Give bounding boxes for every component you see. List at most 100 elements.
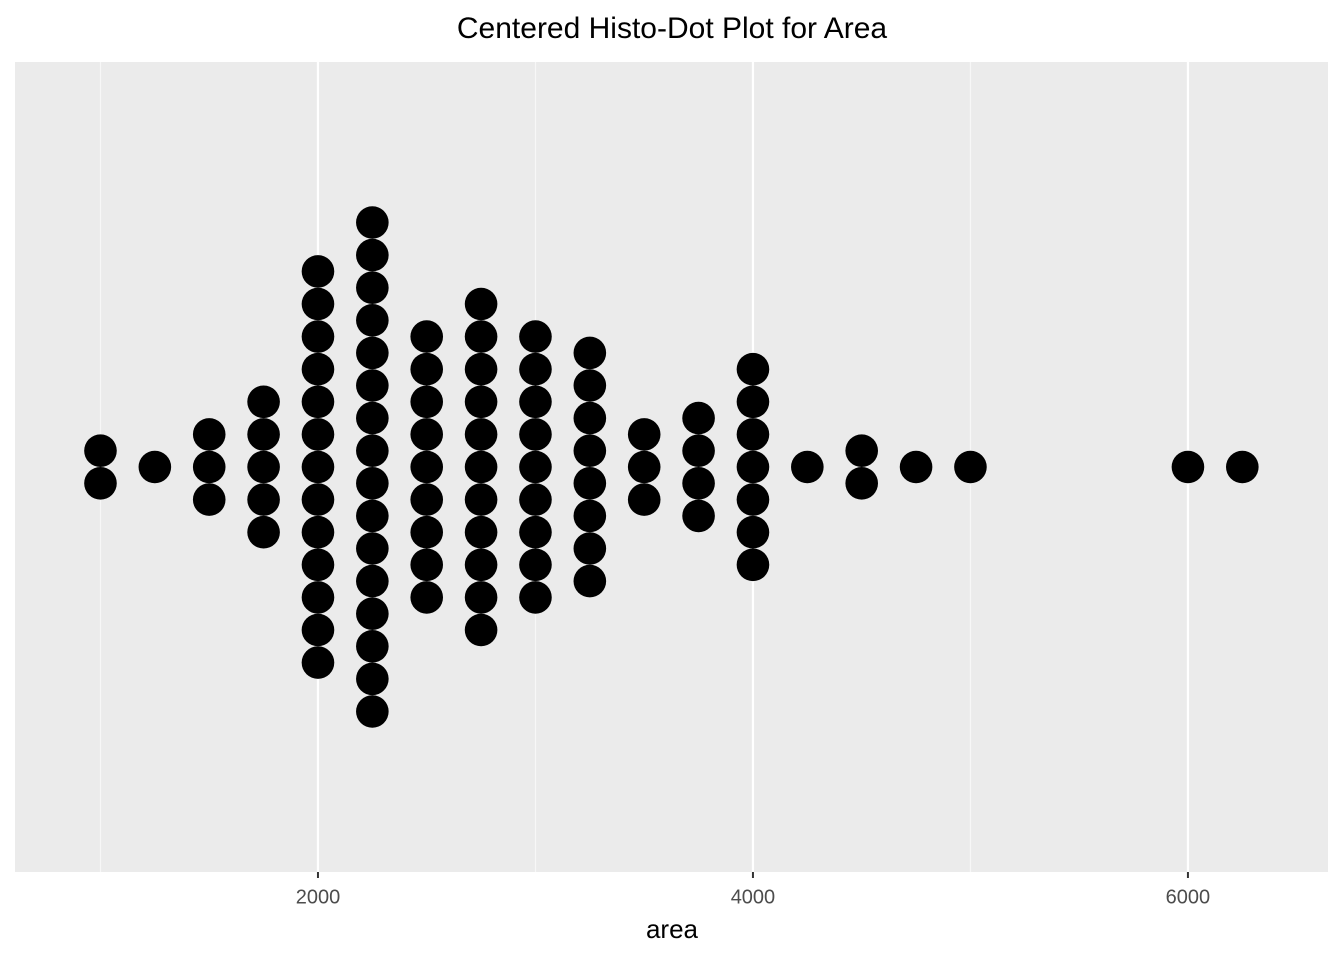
dot: [356, 532, 389, 565]
dot: [573, 434, 607, 468]
dot: [573, 401, 607, 435]
dot: [845, 467, 878, 500]
dot: [519, 385, 552, 419]
x-tick-label: 4000: [731, 886, 776, 908]
dot: [301, 418, 335, 451]
dot: [682, 401, 715, 435]
dot: [736, 385, 770, 419]
dot: [410, 320, 444, 353]
dot: [192, 418, 226, 451]
dot: [736, 418, 770, 451]
dot: [464, 483, 498, 516]
dot: [519, 418, 552, 451]
dot: [301, 450, 335, 484]
dot: [356, 597, 389, 630]
dot: [845, 434, 878, 468]
dot: [573, 564, 607, 598]
dot: [410, 515, 444, 549]
dot: [464, 450, 498, 484]
dot: [410, 483, 444, 516]
x-tick-label: 2000: [296, 886, 341, 908]
chart-title: Centered Histo-Dot Plot for Area: [457, 12, 888, 45]
dot: [627, 450, 661, 484]
dot: [573, 467, 607, 500]
x-axis-label: area: [646, 914, 699, 944]
dot: [356, 238, 389, 272]
dot: [356, 499, 389, 533]
dot: [356, 695, 389, 728]
x-tick-label: 6000: [1166, 886, 1211, 908]
dot: [573, 499, 607, 533]
dot: [192, 450, 226, 484]
dot: [519, 515, 552, 549]
dot: [356, 206, 389, 239]
dot: [247, 450, 280, 484]
dot: [356, 336, 389, 370]
dot: [84, 467, 117, 500]
dot: [736, 450, 770, 484]
dot: [356, 662, 389, 696]
dot: [682, 467, 715, 500]
dot: [627, 483, 661, 516]
dot: [301, 548, 335, 582]
dot: [356, 401, 389, 435]
dot: [356, 630, 389, 663]
dot: [519, 352, 552, 386]
dot: [410, 352, 444, 386]
dot: [410, 548, 444, 582]
dot: [682, 434, 715, 468]
dot: [627, 418, 661, 451]
dot: [682, 499, 715, 533]
dot: [464, 320, 498, 353]
panel: [15, 62, 1328, 872]
dot: [954, 450, 987, 484]
dot: [138, 450, 172, 484]
dot: [410, 450, 444, 484]
dot: [519, 581, 552, 614]
dot: [192, 483, 226, 516]
dot: [410, 418, 444, 451]
dot: [301, 255, 335, 288]
dot: [247, 483, 280, 516]
dot: [573, 369, 607, 402]
dot: [464, 418, 498, 451]
dot: [573, 532, 607, 565]
dot: [519, 548, 552, 582]
dot: [464, 548, 498, 582]
dot: [301, 352, 335, 386]
dot: [301, 320, 335, 353]
dot: [519, 450, 552, 484]
dot: [410, 385, 444, 419]
dot: [301, 483, 335, 516]
dot: [464, 581, 498, 614]
dot: [736, 515, 770, 549]
dot: [464, 613, 498, 647]
dot: [301, 646, 335, 679]
dot: [356, 304, 389, 337]
dot: [247, 385, 280, 419]
dot: [736, 483, 770, 516]
dot: [301, 613, 335, 647]
dot: [301, 515, 335, 549]
dot: [301, 581, 335, 614]
dot: [356, 467, 389, 500]
dot: [519, 483, 552, 516]
dot: [84, 434, 117, 468]
dot: [356, 434, 389, 468]
dot: [464, 515, 498, 549]
dot: [356, 369, 389, 402]
dot: [247, 515, 280, 549]
dot: [464, 287, 498, 321]
dot: [573, 336, 607, 370]
dot: [1226, 450, 1259, 484]
dot: [899, 450, 933, 484]
dot: [301, 287, 335, 321]
dot: [791, 450, 824, 484]
dot: [356, 271, 389, 305]
dot: [410, 581, 444, 614]
dot: [736, 352, 770, 386]
dot: [1171, 450, 1205, 484]
dot: [519, 320, 552, 353]
